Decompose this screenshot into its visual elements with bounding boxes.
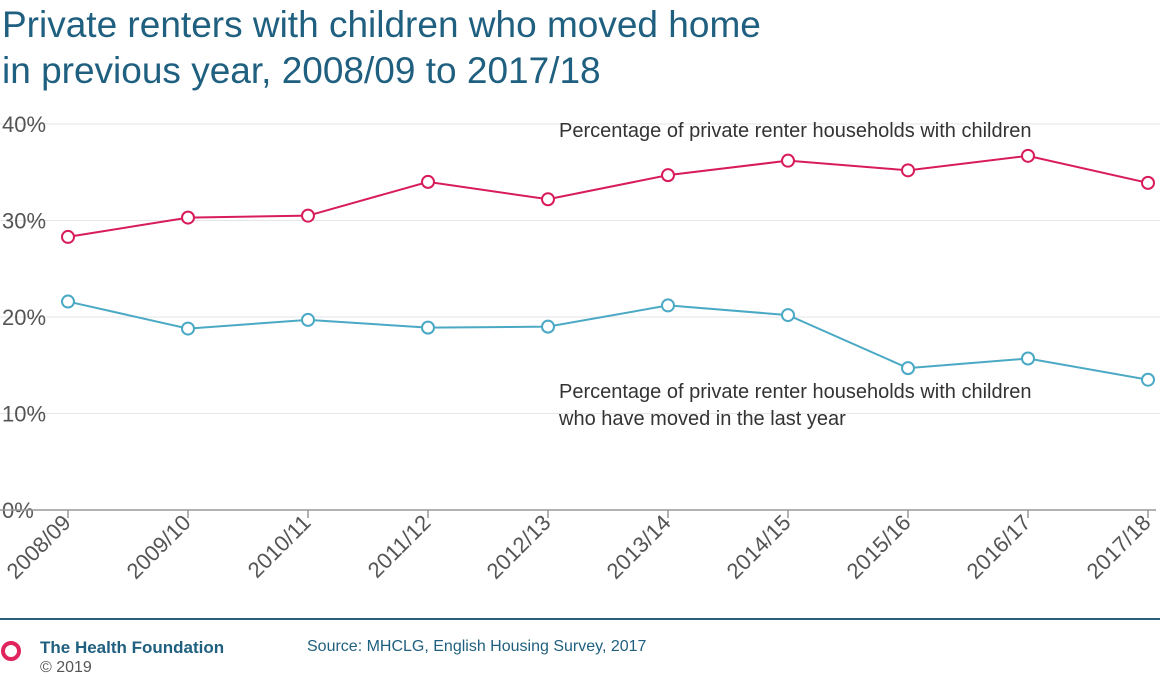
series-2-point — [781, 308, 795, 323]
series-1-point — [661, 168, 675, 183]
line-chart: 0%10%20%30%40% 2008/09 2009/10 2010/11 2011… — [0, 112, 1160, 584]
series-group — [61, 148, 1155, 387]
series-labels: Percentage of private renter households … — [558, 120, 1032, 430]
series-2-point — [301, 312, 315, 327]
copyright: © 2019 — [40, 659, 92, 676]
chart-title: Private renters with children who moved … — [2, 2, 1152, 94]
source-note: Source: MHCLG, English Housing Survey, 2… — [307, 638, 647, 655]
series-2-point — [901, 361, 915, 376]
x-tick-label: 2017/18 — [1082, 510, 1156, 584]
x-tick-label: 2016/17 — [962, 510, 1036, 584]
series-2-point — [541, 319, 555, 334]
x-tick-label: 2013/14 — [602, 510, 676, 584]
x-axis: 2008/09 2009/10 2010/11 2011/12 2012/13 2013/… — [0, 509, 1156, 584]
series-1-label: Percentage of private renter households … — [559, 120, 1032, 142]
gridlines — [0, 123, 1160, 414]
series-1-line — [67, 154, 1149, 238]
y-axis-ticks: 0%10%20%30%40% — [2, 112, 46, 523]
y-tick-label: 30% — [2, 209, 46, 234]
series-2-label: Percentage of private renter households … — [559, 381, 1032, 403]
series-2-point — [1021, 351, 1035, 366]
series-1-point — [781, 153, 795, 168]
series-2 — [61, 294, 1155, 387]
x-tick-label: 2014/15 — [722, 510, 796, 584]
title-line-1: Private renters with children who moved … — [2, 4, 761, 45]
series-2-point — [421, 320, 435, 335]
series-2-point — [61, 294, 75, 309]
series-1-point — [901, 163, 915, 178]
y-tick-label: 20% — [2, 305, 46, 330]
x-tick-label: 2011/12 — [363, 510, 436, 583]
series-1 — [61, 148, 1155, 244]
series-1-point — [301, 208, 315, 223]
series-2-label: who have moved in the last year — [558, 408, 846, 430]
series-1-point — [421, 174, 435, 189]
series-2-line — [67, 300, 1149, 381]
x-tick-label: 2015/16 — [842, 510, 916, 584]
x-tick-label: 2010/11 — [243, 510, 316, 583]
footer-divider — [0, 618, 1160, 620]
series-2-point — [661, 298, 675, 313]
series-1-point — [61, 229, 75, 244]
x-tick-label: 2012/13 — [482, 510, 556, 584]
org-name: The Health Foundation — [40, 638, 225, 657]
series-1-point — [1141, 175, 1155, 190]
series-1-point — [181, 210, 195, 225]
title-line-2: in previous year, 2008/09 to 2017/18 — [2, 50, 601, 91]
series-2-point — [1141, 372, 1155, 387]
y-tick-label: 10% — [2, 402, 46, 427]
x-tick-label: 2009/10 — [122, 510, 196, 584]
series-1-point — [1021, 148, 1035, 163]
series-2-point — [181, 321, 195, 336]
y-tick-label: 40% — [2, 112, 46, 137]
health-foundation-logo-icon — [1, 641, 21, 661]
series-1-point — [541, 192, 555, 207]
